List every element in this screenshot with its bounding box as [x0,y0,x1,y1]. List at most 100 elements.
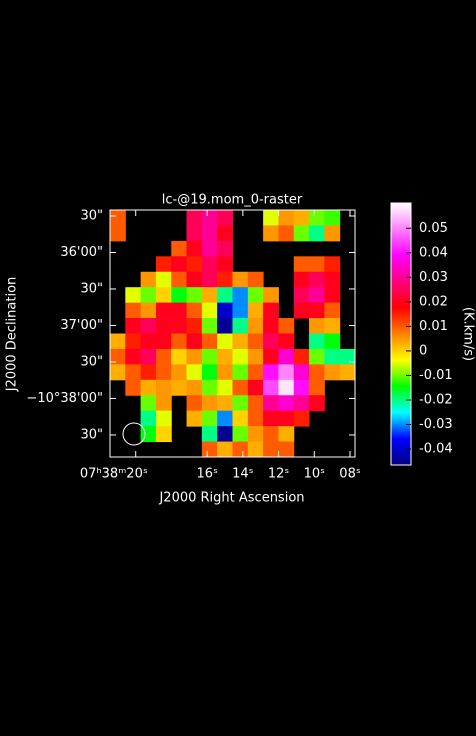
x-tick-label: 10ˢ [304,467,326,482]
raster-cell [324,225,341,242]
raster-cell [263,225,279,242]
raster-cell [217,225,233,242]
raster-cell [155,318,172,334]
plot-frame [109,209,356,458]
raster-cell [278,318,295,334]
raster-cell [217,426,233,443]
raster-cell [186,240,203,257]
raster-cell [232,287,249,304]
raster-cell [217,364,233,381]
raster-cell [263,410,279,427]
raster-cell [309,379,325,396]
raster-cell [201,333,218,350]
raster-cell [232,410,249,427]
raster-cell [263,364,279,381]
raster-cell [232,271,249,288]
raster-cell [140,318,157,334]
raster-cell [309,364,325,381]
raster-cell [110,348,126,365]
raster-cell [155,410,172,427]
raster-cell [247,410,264,427]
raster-cell [247,364,264,381]
raster-cell [155,426,172,443]
raster-cell [293,225,310,242]
raster-cell [186,271,203,288]
raster-cell [140,287,157,304]
y-tick-label: 30" [80,354,103,369]
raster-cell [324,210,341,226]
colorbar [390,202,412,466]
raster-cell [263,395,279,412]
colorbar-tick-label: -0.01 [419,368,453,383]
raster-cell [201,225,218,242]
raster-cell [155,256,172,273]
raster-cell [247,348,264,365]
raster-cell [278,410,295,427]
raster-cell [217,256,233,273]
raster-cell [125,302,142,319]
raster-cell [247,379,264,396]
raster-cell [232,318,249,334]
raster-cell [110,225,126,242]
raster-cell [293,271,310,288]
raster-cell [263,287,279,304]
raster-cell [155,333,172,350]
y-tick-label: −10°38'00" [26,391,103,406]
raster-cell [339,364,356,381]
raster-cell [201,210,218,226]
y-tick-label: 30" [80,208,103,223]
raster-cell [201,441,218,458]
raster-cell [232,302,249,319]
raster-cell [217,210,233,226]
raster-cell [293,287,310,304]
raster-cell [125,287,142,304]
raster-cell [201,426,218,443]
raster-cell [140,348,157,365]
colorbar-tick-label: -0.02 [419,392,453,407]
raster-cell [324,302,341,319]
raster-cell [125,333,142,350]
raster-cell [309,348,325,365]
raster-cell [309,395,325,412]
raster-cell [324,271,341,288]
raster-cell [263,210,279,226]
raster-cell [247,333,264,350]
raster-cell [309,210,325,226]
raster-cell [155,271,172,288]
raster-cell [125,348,142,365]
raster-cell [171,271,188,288]
raster-cell [247,441,264,458]
raster-cell [217,302,233,319]
raster-cell [263,302,279,319]
raster-cell [125,364,142,381]
x-axis-label: J2000 Right Ascension [158,491,304,506]
colorbar-tick-label: 0 [419,343,427,358]
raster-cell [293,379,310,396]
raster-cell [263,441,279,458]
x-tick-label: 08ˢ [339,467,361,482]
raster-cell [309,225,325,242]
raster-cell [186,379,203,396]
raster-cell [125,318,142,334]
raster-cell [247,318,264,334]
raster-cell [247,426,264,443]
raster-cell [232,379,249,396]
raster-cell [171,318,188,334]
raster-cell [324,333,341,350]
raster-cell [201,364,218,381]
raster-cell [201,271,218,288]
raster-cell [293,302,310,319]
raster-cell [324,348,341,365]
raster-cell [217,271,233,288]
raster-cell [309,318,325,334]
raster-cell [293,348,310,365]
raster-cell [309,302,325,319]
raster-cell [186,225,203,242]
raster-cell [309,287,325,304]
raster-cell [155,348,172,365]
x-tick-label: 12ˢ [268,467,290,482]
raster-cell [140,271,157,288]
raster-cell [278,348,295,365]
raster-cell [217,348,233,365]
